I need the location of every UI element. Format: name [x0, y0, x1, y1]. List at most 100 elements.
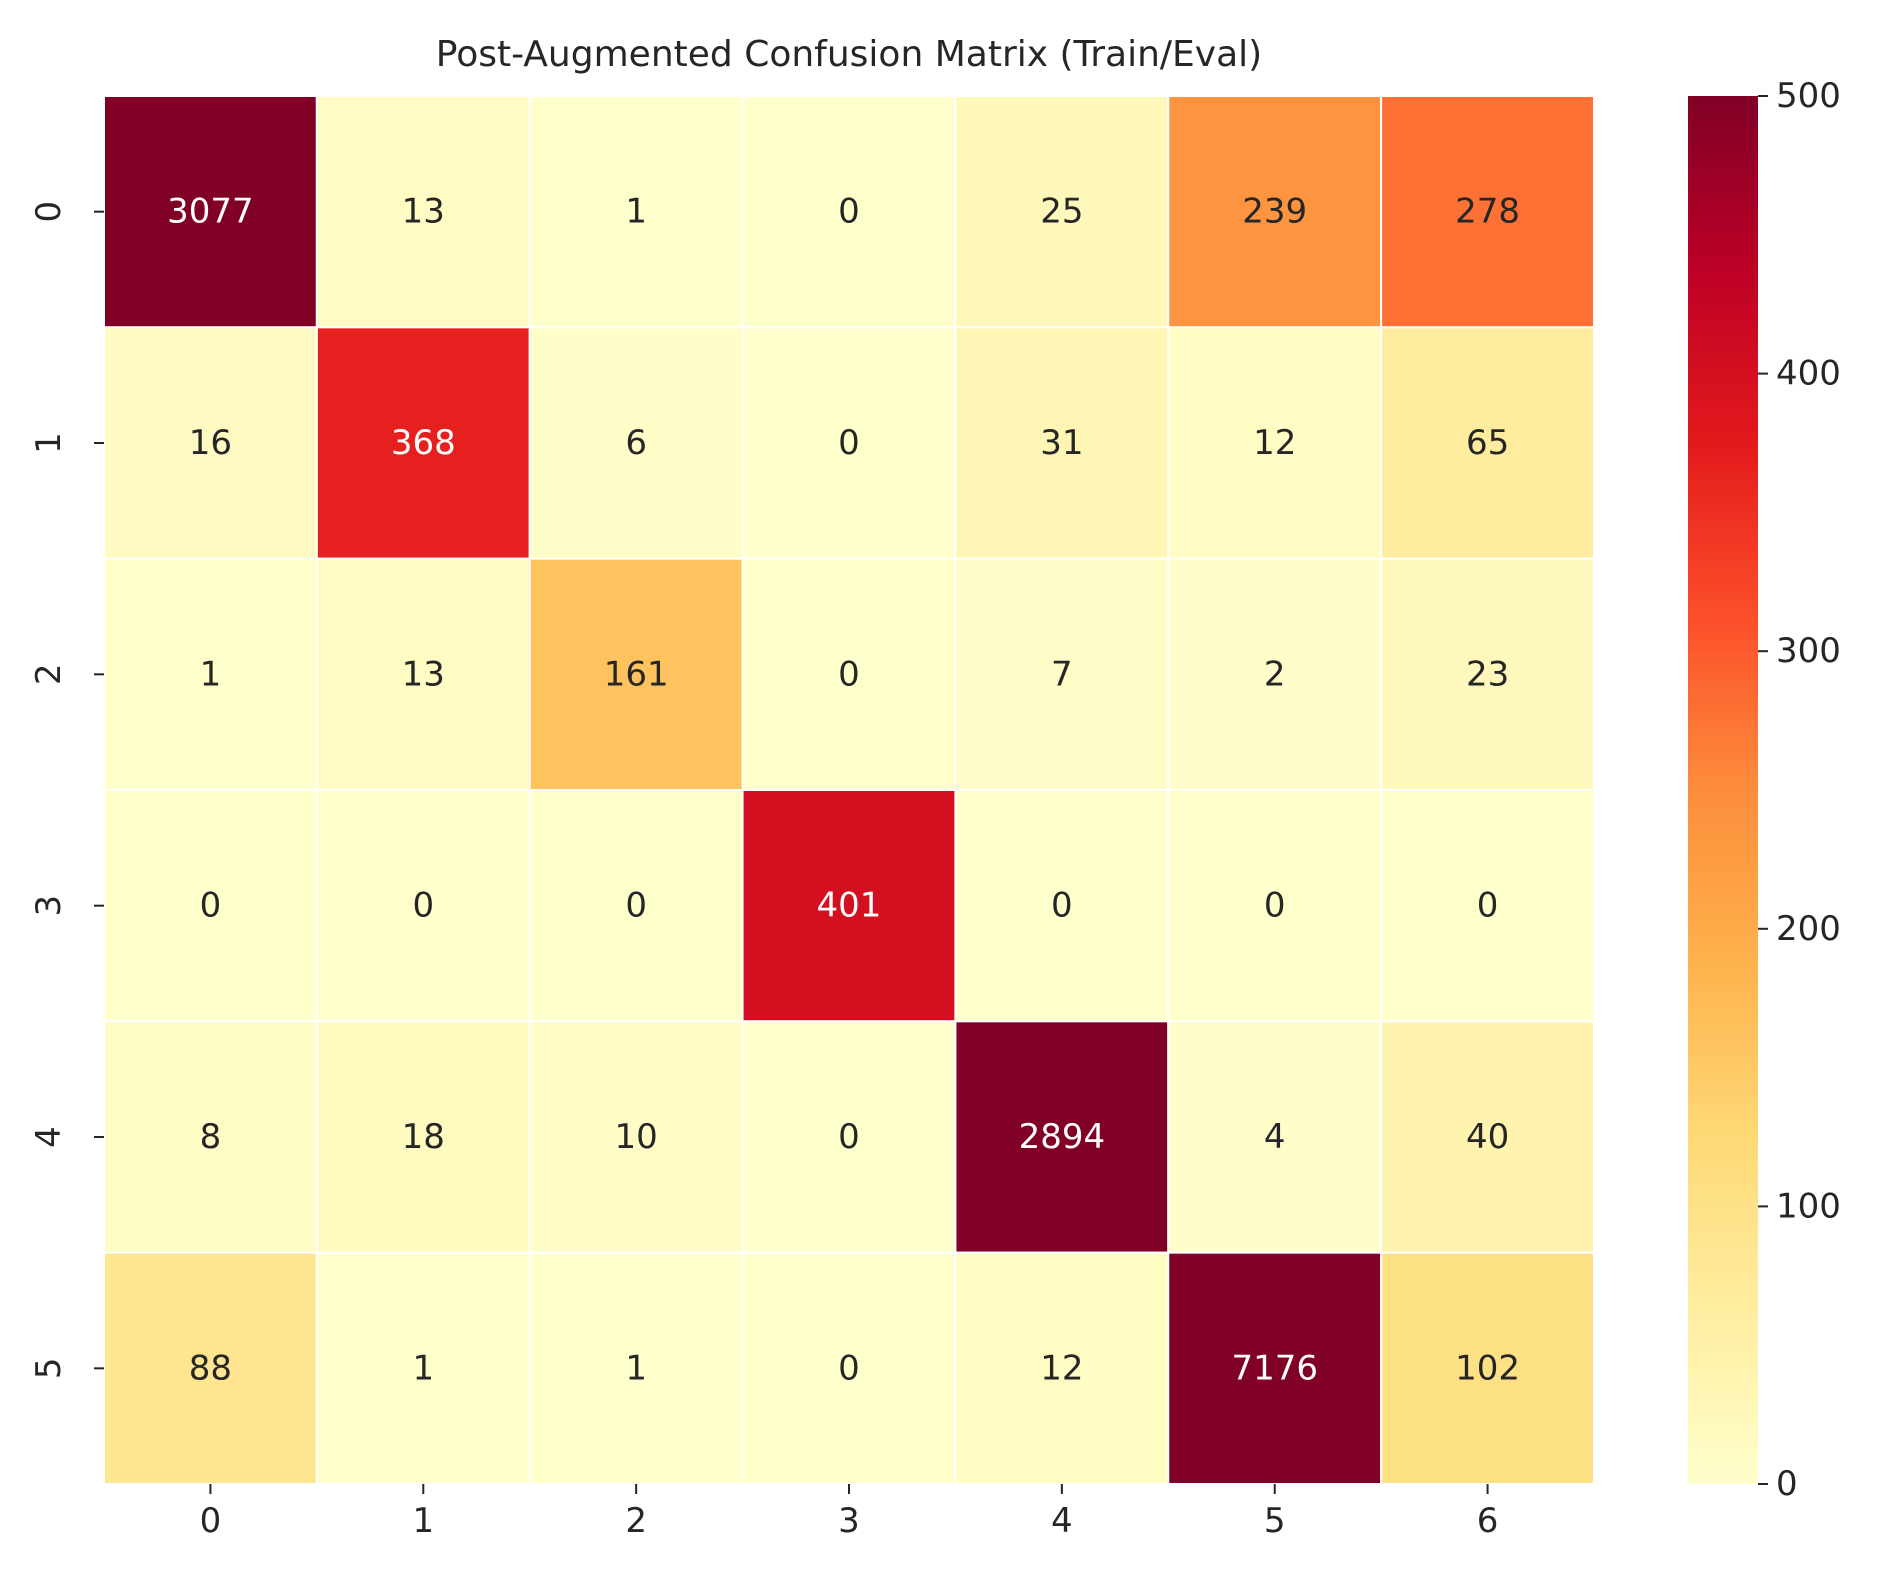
- colorbar-tick-label: 300: [1776, 631, 1841, 671]
- cell-value-label: 401: [817, 886, 882, 926]
- colorbar-tick-label: 400: [1776, 354, 1841, 394]
- y-tick-label: 4: [29, 1126, 69, 1148]
- cell-value-label: 0: [838, 1117, 860, 1157]
- heatmap-cell-r1-c4: [954, 326, 1170, 560]
- cell-value-label: 13: [402, 192, 445, 232]
- cell-value-label: 2894: [1019, 1117, 1106, 1157]
- cell-value-label: 16: [189, 423, 232, 463]
- cell-value-label: 2: [1264, 654, 1286, 694]
- cell-value-label: 8: [200, 1117, 222, 1157]
- x-tick-label: 6: [1477, 1501, 1499, 1541]
- cell-value-label: 1: [200, 654, 222, 694]
- cell-value-label: 10: [615, 1117, 658, 1157]
- heatmap-cell-r5-c3: [741, 1251, 957, 1485]
- heatmap-cell-r1-c0: [103, 326, 318, 560]
- cell-value-label: 0: [1477, 886, 1499, 926]
- cell-value-label: 25: [1040, 192, 1083, 232]
- cell-value-label: 0: [1051, 886, 1073, 926]
- heatmap-cell-r3-c6: [1380, 789, 1595, 1023]
- heatmap-cell-r5-c1: [315, 1251, 531, 1485]
- cell-value-label: 3077: [167, 192, 254, 232]
- cell-value-label: 0: [838, 1348, 860, 1388]
- cell-value-label: 40: [1466, 1117, 1509, 1157]
- heatmap-cell-r3-c3: [741, 789, 957, 1023]
- heatmap-cell-r1-c6: [1380, 326, 1595, 560]
- heatmap-cell-r1-c2: [528, 326, 744, 560]
- cell-value-label: 102: [1455, 1348, 1520, 1388]
- cell-value-label: 278: [1455, 192, 1520, 232]
- heatmap-cell-r5-c6: [1380, 1251, 1595, 1485]
- heatmap-cell-r2-c0: [103, 557, 318, 792]
- cell-value-label: 161: [604, 654, 669, 694]
- x-tick-label: 2: [625, 1501, 647, 1541]
- cell-value-label: 239: [1242, 192, 1307, 232]
- x-tick-label: 3: [838, 1501, 860, 1541]
- cell-value-label: 18: [402, 1117, 445, 1157]
- heatmap-cell-r0-c3: [741, 95, 957, 329]
- cell-value-label: 0: [838, 654, 860, 694]
- colorbar-gradient: [1688, 96, 1758, 1484]
- heatmap-cell-r5-c4: [954, 1251, 1170, 1485]
- cell-value-label: 88: [189, 1348, 232, 1388]
- cell-value-label: 7: [1051, 654, 1073, 694]
- cell-value-label: 12: [1253, 423, 1296, 463]
- x-tick-label: 1: [412, 1501, 434, 1541]
- cell-value-label: 0: [838, 192, 860, 232]
- heatmap-cell-r4-c0: [103, 1020, 318, 1254]
- cell-value-label: 12: [1040, 1348, 1083, 1388]
- cell-value-label: 4: [1264, 1117, 1286, 1157]
- y-tick-label: 1: [29, 432, 69, 454]
- heatmap-cell-r0-c1: [315, 95, 531, 329]
- colorbar-tick-label: 200: [1776, 909, 1841, 949]
- heatmap-cell-r2-c5: [1167, 557, 1383, 792]
- cell-value-label: 0: [200, 886, 222, 926]
- heatmap-cell-r3-c1: [315, 789, 531, 1023]
- heatmap-cell-r2-c4: [954, 557, 1170, 792]
- heatmap-cell-r3-c5: [1167, 789, 1383, 1023]
- heatmap-cell-r2-c6: [1380, 557, 1595, 792]
- cell-value-label: 6: [625, 423, 647, 463]
- cell-value-label: 65: [1466, 423, 1509, 463]
- y-tick-label: 0: [29, 201, 69, 223]
- colorbar-tick-label: 100: [1776, 1186, 1841, 1226]
- heatmap-cells: [103, 95, 1595, 1485]
- heatmap-cell-r1-c5: [1167, 326, 1383, 560]
- heatmap-cell-r5-c0: [103, 1251, 318, 1485]
- heatmap-cell-r0-c5: [1167, 95, 1383, 329]
- cell-value-label: 1: [625, 192, 647, 232]
- colorbar-tick-label: 0: [1776, 1464, 1798, 1504]
- cell-value-label: 0: [412, 886, 434, 926]
- cell-value-label: 0: [838, 423, 860, 463]
- y-tick-label: 3: [29, 895, 69, 917]
- heatmap-cell-r2-c3: [741, 557, 957, 792]
- y-tick-label: 5: [29, 1358, 69, 1380]
- x-tick-label: 4: [1051, 1501, 1073, 1541]
- heatmap-cell-r0-c2: [528, 95, 744, 329]
- cell-value-label: 23: [1466, 654, 1509, 694]
- cell-value-label: 13: [402, 654, 445, 694]
- chart-title: Post-Augmented Confusion Matrix (Train/E…: [436, 34, 1262, 75]
- colorbar-ticks: 0 100 200 300 400 500: [1758, 76, 1841, 1504]
- cell-value-label: 1: [625, 1348, 647, 1388]
- heatmap-cell-r4-c2: [528, 1020, 744, 1254]
- cell-value-label: 1: [412, 1348, 434, 1388]
- colorbar: 0 100 200 300 400 500: [1688, 76, 1841, 1504]
- x-tick-label: 5: [1264, 1501, 1286, 1541]
- heatmap-cell-r3-c0: [103, 789, 318, 1023]
- cell-value-label: 7176: [1231, 1348, 1318, 1388]
- heatmap-cell-r0-c0: [103, 95, 318, 329]
- cell-value-label: 31: [1040, 423, 1083, 463]
- cell-value-label: 0: [1264, 886, 1286, 926]
- cell-value-label: 368: [391, 423, 456, 463]
- heatmap-cell-r2-c2: [528, 557, 744, 792]
- x-axis: 0 1 2 3 4 5 6: [200, 1484, 1499, 1541]
- heatmap-cell-r4-c6: [1380, 1020, 1595, 1254]
- heatmap-cell-r2-c1: [315, 557, 531, 792]
- x-tick-label: 0: [200, 1501, 222, 1541]
- heatmap-cell-r0-c4: [954, 95, 1170, 329]
- cell-value-label: 0: [625, 886, 647, 926]
- y-axis: 0 1 2 3 4 5: [29, 201, 104, 1379]
- y-tick-label: 2: [29, 664, 69, 686]
